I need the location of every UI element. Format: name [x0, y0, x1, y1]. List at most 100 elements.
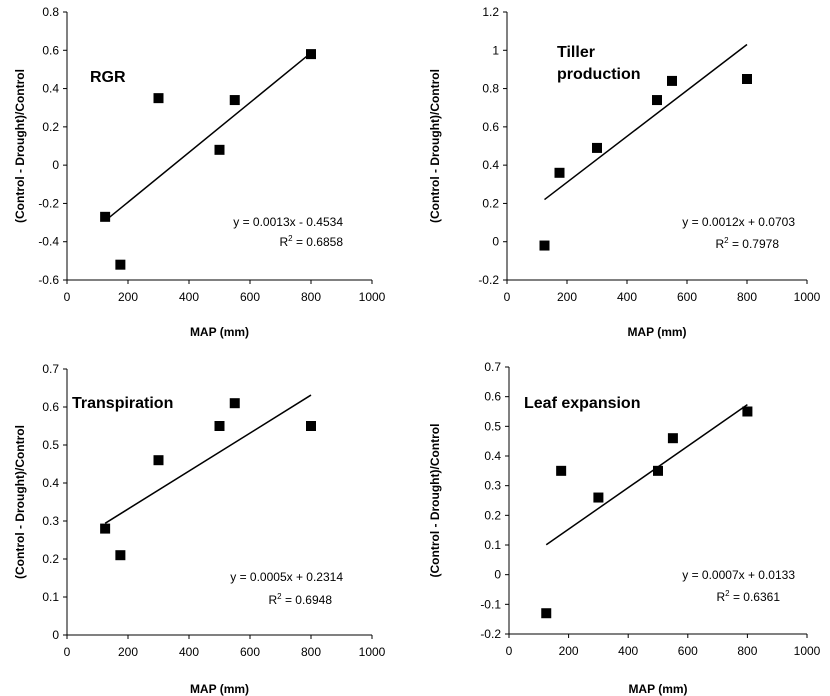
r-squared: R2 = 0.6948 — [268, 592, 332, 607]
r-squared-symbol: R — [715, 237, 724, 251]
r-squared-symbol: R — [279, 235, 288, 249]
chart-svg-transpiration: 0 0.1 0.2 0.3 0.4 0.5 0.6 0.7 0 200 400 600 800 1000 M… — [13, 362, 386, 696]
data-point — [229, 95, 240, 106]
data-point — [556, 465, 567, 476]
r-squared-value: = 0.7978 — [729, 237, 780, 251]
y-tick-label: 0.5 — [484, 419, 501, 433]
y-axis-label: (Control - Drought)/Control — [428, 424, 442, 578]
y-axis-label: (Control - Drought)/Control — [13, 69, 27, 223]
x-axis-label: MAP (mm) — [627, 325, 686, 339]
chart-panel-transpiration: 0 0.1 0.2 0.3 0.4 0.5 0.6 0.7 0 200 400 600 800 1000 M… — [0, 348, 415, 696]
x-tick-label: 800 — [737, 644, 757, 658]
data-point — [554, 167, 565, 178]
y-tick-label: 0.6 — [482, 120, 499, 134]
y-tick-label: 0.4 — [42, 476, 59, 490]
data-point — [667, 433, 678, 444]
r-squared-symbol: R — [716, 590, 725, 604]
y-tick-label: 0.6 — [484, 390, 501, 404]
data-point — [153, 93, 164, 104]
y-tick-label: -0.2 — [478, 273, 499, 287]
data-point — [306, 421, 316, 431]
y-tick-label: -0.1 — [480, 597, 501, 611]
panel-title: Leaf expansion — [524, 395, 640, 412]
x-tick-label: 600 — [677, 290, 697, 304]
x-tick-label: 0 — [504, 290, 511, 304]
y-tick-label: 0.3 — [484, 479, 501, 493]
y-tick-label: 0.4 — [482, 158, 499, 172]
x-tick-label: 400 — [179, 645, 199, 659]
data-point — [539, 240, 550, 251]
x-tick-label: 400 — [618, 644, 638, 658]
r-squared: R2 = 0.6858 — [279, 234, 343, 249]
x-tick-label: 1000 — [794, 644, 821, 658]
x-axis-label: MAP (mm) — [190, 682, 249, 696]
data-point — [100, 211, 111, 222]
x-tick-label: 0 — [64, 645, 71, 659]
data-point — [593, 492, 604, 503]
panel-title: Tiller production — [557, 44, 641, 83]
y-axis-label: (Control - Drought)/Control — [428, 69, 442, 223]
data-point — [306, 49, 316, 60]
panel-title-line: Tiller — [557, 44, 595, 61]
r-squared-exponent: 2 — [288, 234, 293, 243]
trend-line — [104, 394, 312, 524]
y-axis-label: (Control - Drought)/Control — [13, 425, 27, 579]
chart-panel-leaf-expansion: -0.2 -0.1 0 0.1 0.2 0.3 0.4 0.5 0.6 0.7 0 200 400 600… — [415, 348, 830, 696]
y-tick-label: 0.2 — [484, 508, 501, 522]
y-tick-label: 0.7 — [484, 360, 501, 374]
panel-title: RGR — [90, 69, 126, 86]
data-point — [742, 74, 752, 84]
y-tick-label: 0.4 — [484, 449, 501, 463]
data-point — [667, 75, 677, 86]
y-tick-label: -0.2 — [38, 196, 59, 210]
y-tick-label: 0.2 — [42, 120, 59, 134]
y-tick-label: -0.6 — [38, 273, 59, 287]
y-tick-label: 0.8 — [482, 82, 499, 96]
chart-panel-rgr: -0.6 -0.4 -0.2 0 0.2 0.4 0.6 0.8 0 200 400 600 800 10… — [0, 0, 415, 340]
chart-panel-tiller-production: -0.2 0 0.2 0.4 0.6 0.8 1 1.2 0 200 400 600 800 1000 MA… — [415, 0, 830, 340]
panel-title-line: production — [557, 66, 641, 83]
trend-equation: y = 0.0007x + 0.0133 — [682, 568, 795, 582]
y-tick-label: 0.1 — [42, 590, 59, 604]
r-squared: R2 = 0.7978 — [715, 236, 779, 251]
y-tick-label: 0.6 — [42, 43, 59, 57]
r-squared-exponent: 2 — [724, 236, 729, 245]
r-squared-exponent: 2 — [725, 589, 730, 598]
r-squared-symbol: R — [268, 593, 277, 607]
data-point — [153, 455, 164, 466]
x-tick-label: 200 — [559, 644, 579, 658]
x-tick-label: 1000 — [359, 645, 386, 659]
x-tick-label: 200 — [118, 645, 138, 659]
y-tick-label: 1.2 — [482, 5, 499, 19]
y-tick-label: -0.2 — [480, 627, 501, 641]
chart-svg-leaf-expansion: -0.2 -0.1 0 0.1 0.2 0.3 0.4 0.5 0.6 0.7 0 200 400 600… — [428, 360, 821, 696]
y-tick-label: 0 — [52, 628, 59, 642]
x-axis-label: MAP (mm) — [190, 325, 249, 339]
x-tick-label: 200 — [557, 290, 577, 304]
trend-equation: y = 0.0013x - 0.4534 — [233, 215, 343, 229]
y-tick-label: 1 — [492, 43, 499, 57]
y-tick-label: 0.1 — [484, 538, 501, 552]
y-tick-label: 0.5 — [42, 438, 59, 452]
trend-equation: y = 0.0012x + 0.0703 — [682, 215, 795, 229]
chart-svg-tiller-production: -0.2 0 0.2 0.4 0.6 0.8 1 1.2 0 200 400 600 800 1000 MA… — [428, 5, 821, 339]
y-tick-label: 0.8 — [42, 5, 59, 19]
y-tick-label: 0 — [494, 568, 501, 582]
r-squared-value: = 0.6948 — [282, 593, 333, 607]
y-tick-label: 0.2 — [482, 196, 499, 210]
x-tick-label: 800 — [301, 645, 321, 659]
x-tick-label: 800 — [737, 290, 757, 304]
r-squared-value: = 0.6361 — [730, 590, 781, 604]
x-tick-label: 800 — [301, 290, 321, 304]
data-point — [214, 421, 225, 431]
data-point — [214, 144, 225, 155]
y-tick-label: -0.4 — [38, 235, 59, 249]
x-tick-label: 400 — [617, 290, 637, 304]
data-point — [229, 398, 240, 409]
data-point — [742, 406, 753, 417]
y-tick-label: 0.2 — [42, 552, 59, 566]
r-squared: R2 = 0.6361 — [716, 589, 780, 604]
x-tick-label: 200 — [118, 290, 138, 304]
data-point — [115, 550, 126, 561]
data-point — [541, 608, 552, 619]
